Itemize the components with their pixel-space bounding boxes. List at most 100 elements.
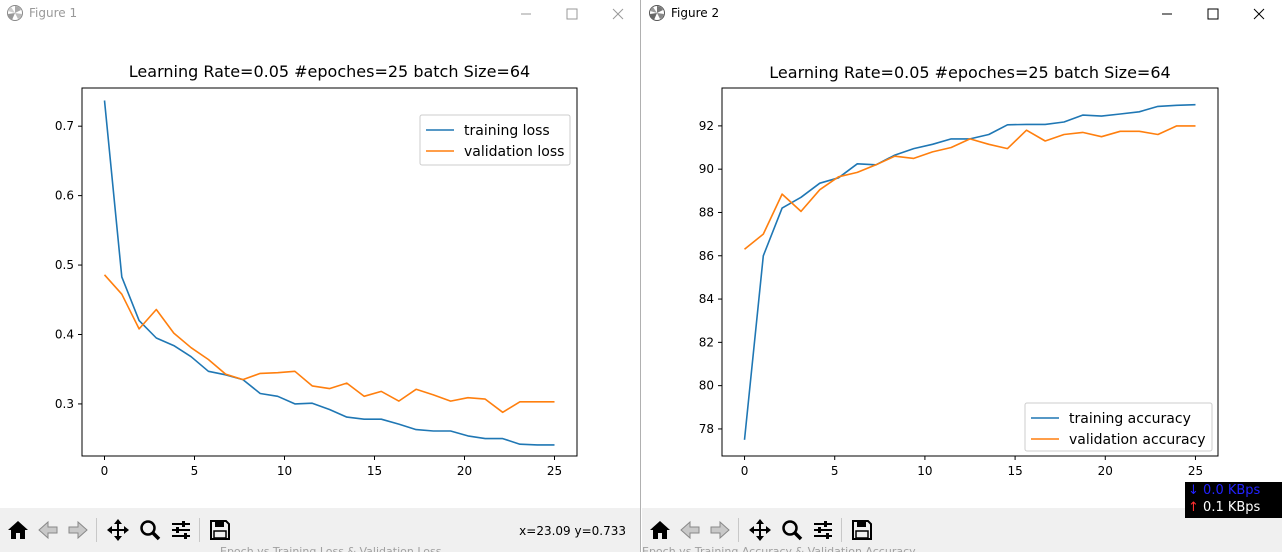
matplotlib-app-icon — [7, 5, 23, 21]
maximize-button[interactable] — [1190, 0, 1236, 27]
legend-label: validation accuracy — [1069, 432, 1206, 448]
y-tick-label: 84 — [699, 292, 714, 306]
download-arrow-icon: ↓ — [1188, 483, 1199, 498]
save-button[interactable] — [206, 516, 234, 544]
back-button[interactable] — [676, 516, 704, 544]
x-tick-label: 10 — [917, 464, 932, 478]
forward-button[interactable] — [706, 516, 734, 544]
close-icon — [612, 8, 624, 19]
close-button[interactable] — [1236, 0, 1282, 27]
download-speed-value: 0.0 KBps — [1203, 483, 1261, 498]
x-tick-label: 20 — [457, 464, 472, 478]
x-tick-label: 5 — [831, 464, 839, 478]
close-icon — [1253, 8, 1265, 19]
pan-button[interactable] — [746, 516, 774, 544]
legend-label: training accuracy — [1069, 411, 1191, 427]
y-tick-label: 86 — [699, 249, 714, 263]
maximize-icon — [566, 8, 578, 19]
y-tick-label: 80 — [699, 379, 714, 393]
y-tick-label: 0.6 — [55, 189, 74, 203]
save-icon — [210, 520, 230, 540]
legend-box — [1024, 402, 1213, 452]
back-icon — [680, 520, 700, 540]
home-button[interactable] — [646, 516, 674, 544]
minimize-icon — [521, 13, 531, 14]
maximize-button[interactable] — [549, 0, 595, 27]
cursor-coordinates: x=23.09 y=0.733 — [519, 524, 626, 538]
home-icon — [650, 521, 670, 539]
figure-2-window: Figure 2 Learning Rate=0.05 #epoches=25 … — [642, 0, 1282, 552]
series-line-training-loss — [103, 100, 555, 446]
y-tick-label: 0.3 — [55, 397, 74, 411]
y-tick-label: 82 — [699, 335, 714, 349]
home-icon — [8, 521, 28, 539]
x-tick-label: 10 — [277, 464, 292, 478]
y-tick-label: 78 — [699, 422, 714, 436]
back-icon — [38, 520, 58, 540]
background-ghost-text: Epoch vs Training Accuracy & Validation … — [642, 546, 916, 552]
legend-label: validation loss — [464, 144, 564, 160]
background-ghost-text: Epoch vs Training Loss & Validation Loss — [220, 546, 441, 552]
upload-arrow-icon: ↑ — [1188, 500, 1199, 515]
configure-subplots-icon — [172, 521, 190, 539]
zoom-icon — [782, 520, 803, 541]
x-tick-label: 0 — [741, 464, 749, 478]
zoom-button[interactable] — [778, 516, 806, 544]
chart-title: Learning Rate=0.05 #epoches=25 batch Siz… — [769, 63, 1170, 82]
configure-subplots-icon — [814, 521, 832, 539]
close-button[interactable] — [595, 0, 641, 27]
pan-button[interactable] — [104, 516, 132, 544]
y-tick-label: 0.7 — [55, 119, 74, 133]
y-tick-label: 0.5 — [55, 258, 74, 272]
x-tick-label: 15 — [1007, 464, 1022, 478]
x-tick-label: 25 — [1188, 464, 1203, 478]
navigation-toolbar: Epoch vs Training Accuracy & Validation … — [642, 508, 1282, 552]
navigation-toolbar: x=23.09 y=0.733 Epoch vs Training Loss &… — [0, 508, 640, 552]
title-bar[interactable]: Figure 2 — [642, 0, 1282, 27]
legend-box — [419, 114, 571, 166]
chart-title: Learning Rate=0.05 #epoches=25 batch Siz… — [129, 62, 530, 81]
forward-icon — [710, 520, 730, 540]
y-tick-label: 88 — [699, 205, 714, 219]
forward-button[interactable] — [64, 516, 92, 544]
x-tick-label: 25 — [547, 464, 562, 478]
forward-icon — [68, 520, 88, 540]
minimize-icon — [1162, 13, 1172, 14]
y-tick-label: 0.4 — [55, 327, 74, 341]
x-tick-label: 15 — [367, 464, 382, 478]
plot-frame — [721, 87, 1219, 457]
pan-icon — [107, 519, 129, 541]
loss-chart[interactable]: Learning Rate=0.05 #epoches=25 batch Siz… — [0, 27, 641, 508]
y-tick-label: 90 — [699, 162, 714, 176]
minimize-button[interactable] — [1144, 0, 1190, 27]
download-speed: ↓ 0.0 KBps — [1188, 482, 1260, 500]
matplotlib-app-icon — [649, 5, 665, 21]
upload-speed: ↑ 0.1 KBps — [1188, 499, 1260, 517]
save-icon — [852, 520, 872, 540]
legend-label: training loss — [464, 123, 550, 139]
pan-icon — [749, 519, 771, 541]
window-title: Figure 1 — [29, 6, 78, 20]
y-tick-label: 92 — [699, 119, 714, 133]
configure-subplots-button[interactable] — [809, 516, 837, 544]
save-button[interactable] — [848, 516, 876, 544]
network-speed-meter: ↓ 0.0 KBps ↑ 0.1 KBps — [1185, 482, 1282, 518]
minimize-button[interactable] — [503, 0, 549, 27]
plot-frame — [81, 87, 578, 457]
maximize-icon — [1207, 8, 1219, 19]
x-tick-label: 20 — [1098, 464, 1113, 478]
upload-speed-value: 0.1 KBps — [1203, 500, 1261, 515]
home-button[interactable] — [4, 516, 32, 544]
zoom-icon — [140, 520, 161, 541]
series-line-training-accuracy — [743, 103, 1196, 440]
x-tick-label: 5 — [191, 464, 199, 478]
series-line-validation-loss — [103, 274, 555, 414]
series-line-validation-accuracy — [743, 125, 1196, 250]
window-title: Figure 2 — [671, 6, 720, 20]
accuracy-chart[interactable]: Learning Rate=0.05 #epoches=25 batch Siz… — [642, 27, 1282, 508]
title-bar[interactable]: Figure 1 — [0, 0, 640, 27]
x-tick-label: 0 — [101, 464, 109, 478]
zoom-button[interactable] — [136, 516, 164, 544]
back-button[interactable] — [34, 516, 62, 544]
configure-subplots-button[interactable] — [167, 516, 195, 544]
